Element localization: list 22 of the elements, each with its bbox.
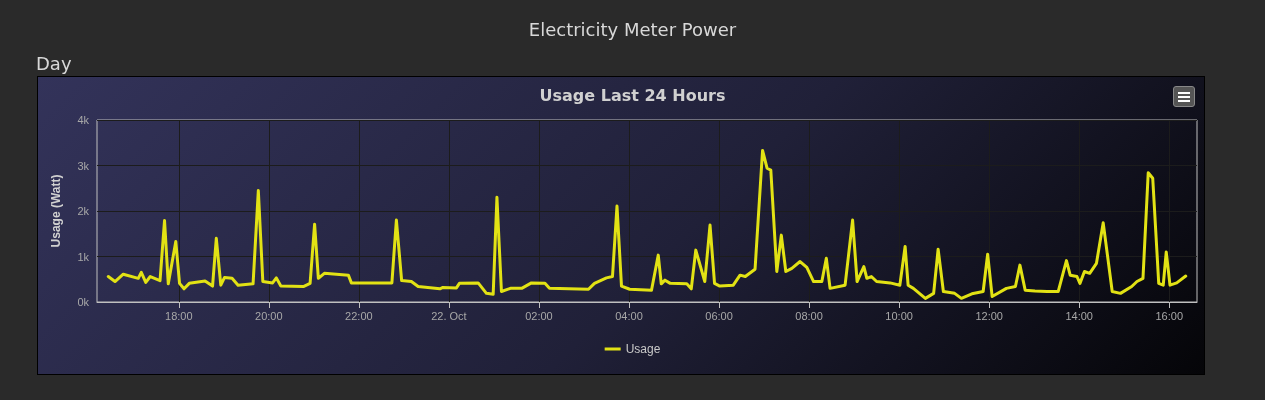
x-tick-label: 18:00	[165, 309, 193, 322]
x-tick-label: 04:00	[615, 309, 643, 322]
y-tick-label: 3k	[77, 159, 90, 172]
x-tick-label: 08:00	[795, 309, 823, 322]
x-tick-label: 22:00	[345, 309, 373, 322]
y-tick-label: 2k	[77, 205, 90, 217]
y-tick-label: 1k	[77, 250, 90, 263]
text: Day	[36, 52, 72, 74]
y-axis-title: Usage (Watt)	[49, 174, 63, 248]
x-tick-label: 02:00	[525, 309, 553, 322]
x-tick-label: 16:00	[1155, 309, 1183, 322]
y-tick-label: 4k	[77, 114, 90, 126]
x-tick-label: 06:00	[705, 309, 733, 322]
y-tick-label: 0k	[77, 296, 90, 308]
chart-title: Usage Last 24 Hours	[539, 85, 726, 105]
legend-label: Usage	[625, 342, 661, 356]
x-tick-label: 14:00	[1065, 309, 1093, 322]
x-tick-label: 12:00	[975, 309, 1003, 322]
x-tick-label: 22. Oct	[431, 309, 467, 322]
x-tick-label: 20:00	[255, 309, 283, 322]
x-tick-label: 10:00	[885, 309, 913, 322]
text: Electricity Meter Power	[528, 18, 737, 40]
